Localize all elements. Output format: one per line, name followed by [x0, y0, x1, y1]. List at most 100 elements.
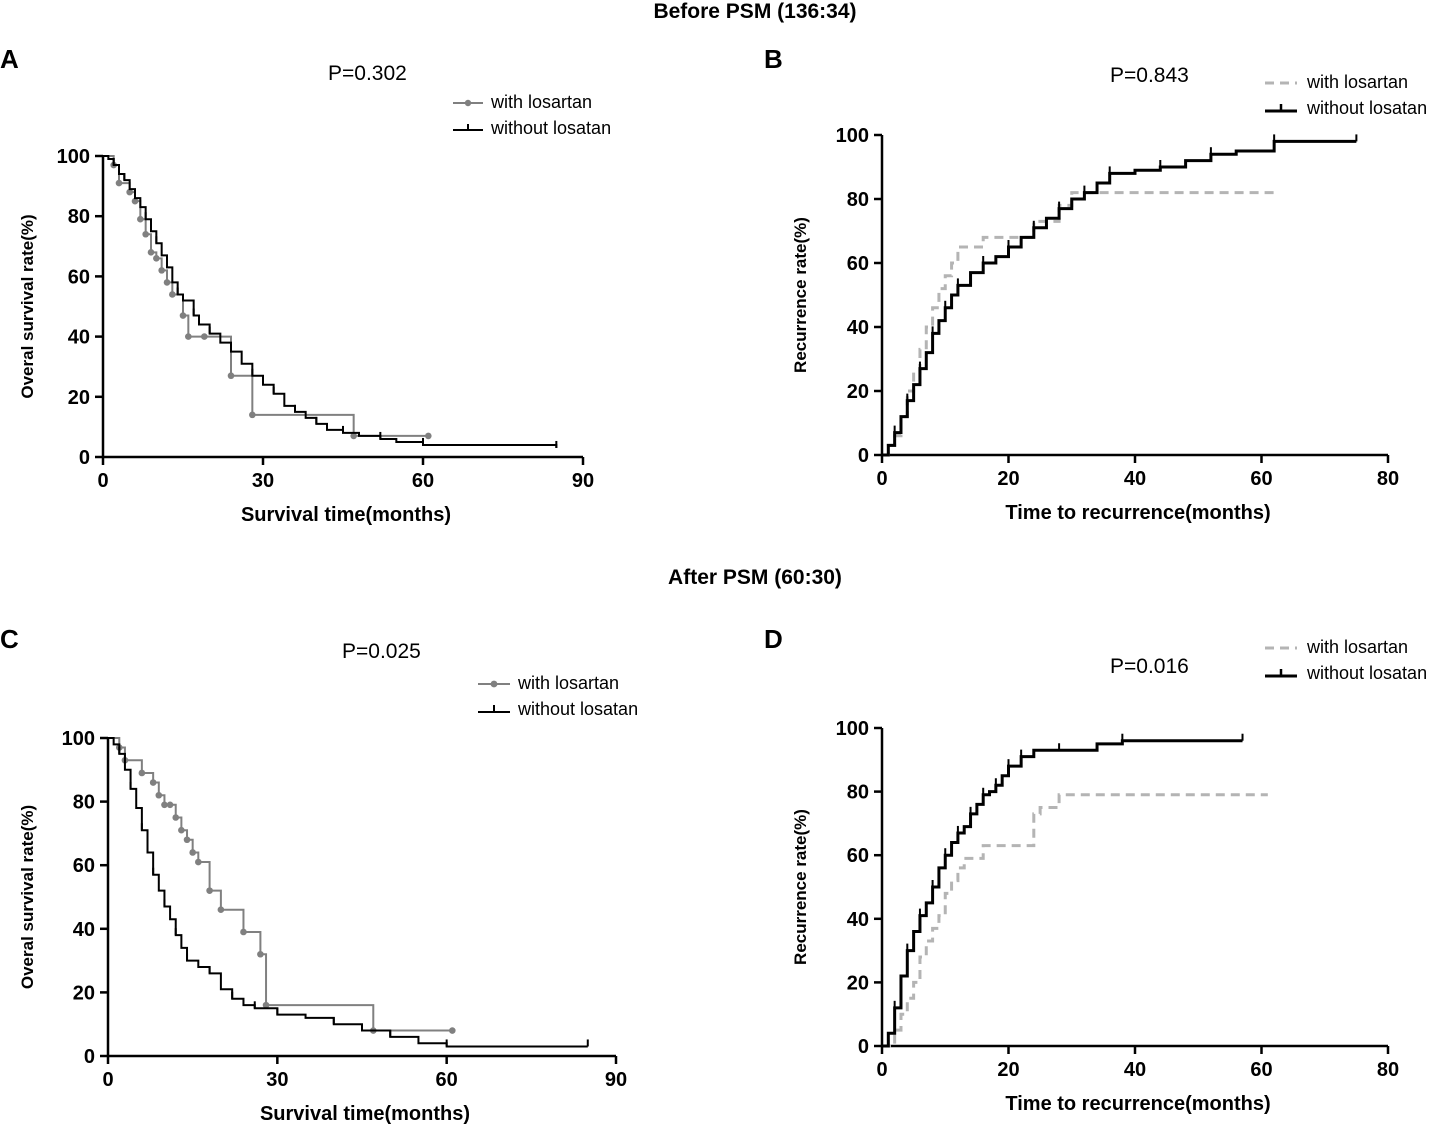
x-tick-label: 0 — [97, 470, 108, 492]
legend-label: without losatan — [1307, 663, 1428, 683]
censor-dot — [189, 849, 196, 856]
legend-swatch-gray-dot — [478, 680, 510, 688]
censor-dot — [131, 197, 139, 205]
censor-dot — [158, 267, 165, 274]
censor-dot — [155, 791, 163, 799]
p-value: P=0.016 — [1110, 655, 1189, 678]
censor-dot — [350, 432, 357, 440]
y-axis-label: Recurrence rate(%) — [791, 809, 810, 965]
chart-a-svg: 0 20 40 60 80 100 0 30 60 90 Survival time(months)… — [18, 146, 594, 526]
legend-swatch-black-tick — [1265, 104, 1297, 113]
censor-dot — [161, 801, 168, 809]
y-axis-label: Overal survival rate(%) — [18, 805, 37, 989]
series-line — [103, 155, 558, 448]
panel-letter: C — [0, 624, 19, 654]
legend-swatch-gray-dashed — [1265, 646, 1297, 650]
y-tick-label: 60 — [847, 253, 869, 275]
censor-dot — [240, 928, 247, 936]
censor-dot — [115, 179, 123, 187]
y-tick-label: 60 — [73, 855, 95, 877]
censor-dot — [153, 255, 160, 262]
censor-dot — [227, 372, 235, 380]
legend-label: without losatan — [491, 118, 612, 138]
legend-swatch-black-tick — [1265, 669, 1297, 678]
after-psm-title: After PSM (60:30) — [668, 566, 842, 589]
censor-dot — [185, 333, 192, 340]
censor-dot — [201, 333, 208, 340]
censor-dot — [449, 1027, 456, 1034]
censor-dot — [206, 887, 213, 894]
censor-dot — [138, 769, 146, 777]
p-value: P=0.843 — [1110, 64, 1189, 87]
legend-swatch-black-tick — [453, 124, 483, 131]
censor-dot — [425, 432, 432, 440]
censor-dot — [137, 215, 144, 223]
x-tick-label: 20 — [997, 1059, 1019, 1081]
censor-dot — [142, 230, 149, 238]
y-tick-label: 0 — [858, 445, 869, 467]
series-line — [882, 191, 1275, 457]
y-tick-label: 20 — [847, 381, 869, 403]
y-tick-label: 80 — [847, 189, 869, 211]
y-tick-label: 20 — [847, 972, 869, 994]
y-axis-label: Overal survival rate(%) — [18, 214, 37, 398]
x-tick-label: 80 — [1377, 468, 1399, 490]
x-tick-label: 60 — [436, 1069, 458, 1091]
x-tick-label: 60 — [412, 470, 434, 492]
y-tick-label: 100 — [836, 125, 869, 147]
y-tick-label: 80 — [73, 792, 95, 814]
y-tick-label: 60 — [68, 266, 90, 288]
x-tick-label: 30 — [252, 470, 274, 492]
legend-label: without losatan — [518, 699, 639, 719]
x-axis-label: Survival time(months) — [260, 1103, 470, 1125]
censor-dot — [183, 836, 191, 844]
before-psm-title: Before PSM (136:34) — [653, 0, 857, 23]
series-line — [103, 155, 429, 437]
censor-dot — [178, 826, 185, 834]
panel-letter: D — [764, 624, 783, 654]
series-line — [882, 793, 1268, 1048]
censor-dot — [169, 291, 176, 298]
y-tick-label: 40 — [68, 327, 90, 349]
y-tick-label: 0 — [84, 1046, 95, 1068]
y-tick-label: 20 — [73, 982, 95, 1004]
series-line — [882, 139, 1357, 457]
series-line — [882, 739, 1243, 1048]
censor-dot — [172, 814, 180, 821]
panel-letter: B — [764, 44, 783, 74]
censor-dot — [166, 801, 174, 809]
x-tick-label: 80 — [1377, 1059, 1399, 1081]
p-value: P=0.025 — [342, 640, 421, 663]
x-axis-label: Time to recurrence(months) — [1005, 502, 1270, 524]
panel-b: B P=0.843 with losartan without losatan … — [740, 0, 1436, 560]
legend-label: with losartan — [1307, 72, 1409, 92]
legend-swatch-black-tick — [478, 705, 510, 713]
chart-d-svg: 0 20 40 60 80 100 0 20 40 60 80 Time to recurrence(… — [791, 718, 1399, 1115]
p-value: P=0.302 — [328, 62, 407, 85]
legend-label: with losartan — [1307, 637, 1409, 657]
censor-dot — [262, 1001, 270, 1009]
panel-c: C P=0.025 with losartan without losatan … — [0, 580, 700, 1127]
y-tick-label: 80 — [68, 206, 90, 228]
legend-swatch-gray-dot — [453, 99, 483, 107]
y-tick-label: 0 — [79, 447, 90, 469]
x-tick-label: 90 — [605, 1069, 627, 1091]
y-tick-label: 40 — [847, 317, 869, 339]
censor-dot — [179, 312, 187, 319]
censor-dot — [195, 858, 202, 866]
censor-dot — [217, 906, 225, 914]
censor-dot — [126, 188, 133, 196]
panel-a: A P=0.302 with losartan without losatan … — [0, 0, 700, 560]
x-tick-label: 40 — [1124, 468, 1146, 490]
series-line — [108, 737, 588, 1048]
y-tick-label: 100 — [57, 146, 90, 168]
x-tick-label: 20 — [997, 468, 1019, 490]
x-tick-label: 60 — [1250, 468, 1272, 490]
panel-letter: A — [0, 44, 19, 74]
legend-swatch-gray-dashed — [1265, 81, 1297, 85]
x-axis-label: Time to recurrence(months) — [1005, 1093, 1270, 1115]
censor-dot — [163, 279, 171, 286]
x-tick-label: 40 — [1124, 1059, 1146, 1081]
legend-label: with losartan — [491, 92, 593, 112]
censor-dot — [147, 249, 155, 256]
